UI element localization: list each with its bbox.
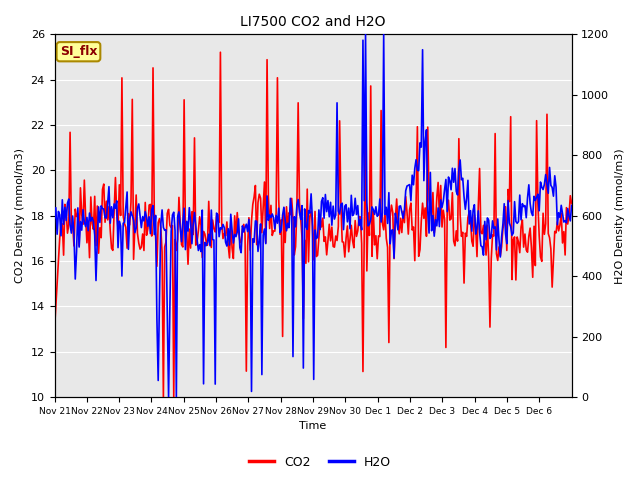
X-axis label: Time: Time xyxy=(300,421,326,432)
Y-axis label: CO2 Density (mmol/m3): CO2 Density (mmol/m3) xyxy=(15,148,25,283)
Text: SI_flx: SI_flx xyxy=(60,45,97,58)
Y-axis label: H2O Density (mmol/m3): H2O Density (mmol/m3) xyxy=(615,148,625,284)
Title: LI7500 CO2 and H2O: LI7500 CO2 and H2O xyxy=(240,15,386,29)
Legend: CO2, H2O: CO2, H2O xyxy=(244,451,396,474)
